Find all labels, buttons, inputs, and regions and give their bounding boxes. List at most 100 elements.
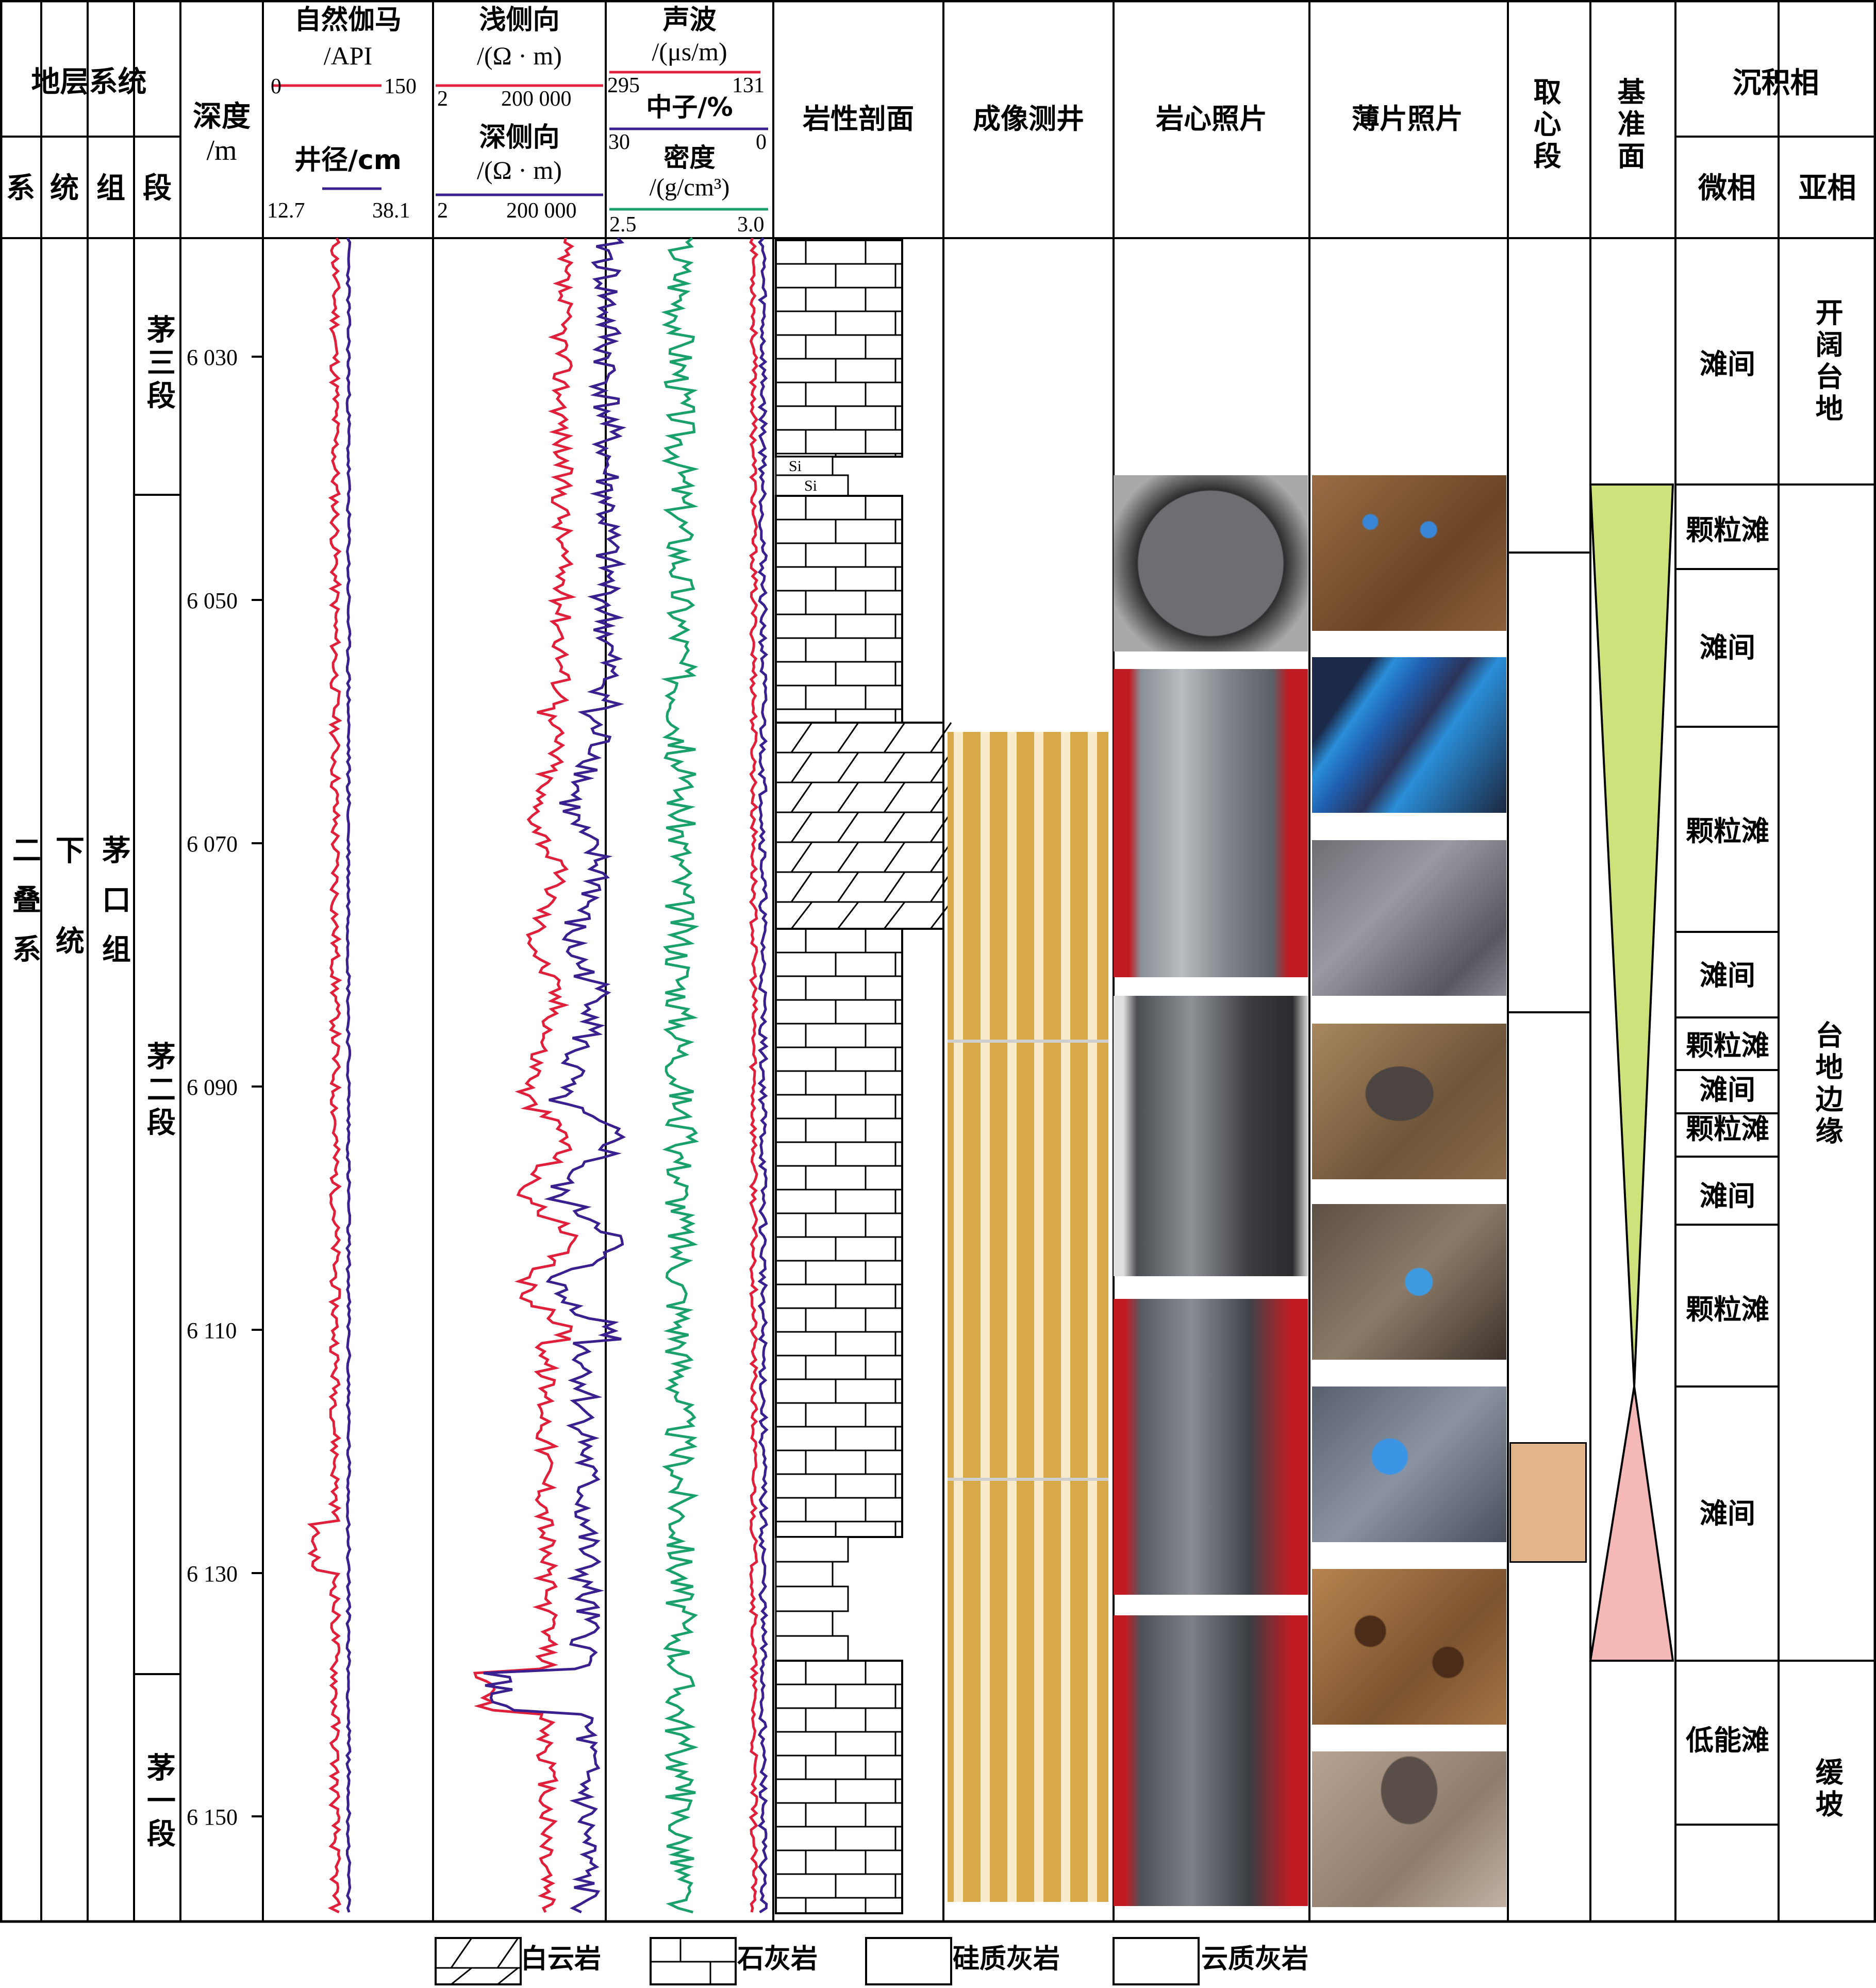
dolomite-line [790,812,813,843]
dolomite-line [450,1937,473,1968]
ac-title: 声波 [662,5,717,36]
dolomite-line [883,752,906,783]
micro-facies-label: 滩间 [1700,1497,1755,1530]
cnl-curve [757,237,769,1914]
dolomite-line [790,872,813,903]
dolomite-line [837,901,859,929]
siliceous-bed [775,1635,849,1662]
base-level-rise-triangle [1589,483,1674,1387]
gr-title: 自然伽马 [294,5,402,36]
cal-min: 12.7 [267,199,305,223]
gr-min: 0 [271,75,281,98]
dolomite-line [496,1937,519,1968]
thin-section-2 [1312,657,1506,813]
depth-tick: 6 150 [187,1805,238,1830]
siliceous-bed [775,1610,834,1637]
imaging-log [948,732,1108,1902]
ac-min: 295 [607,74,640,97]
legend-siliceous-box [865,1937,952,1985]
member-mao1: 茅一段 [142,1752,176,1851]
limestone-bed [775,928,903,1538]
den-unit: /(g/cm³) [649,174,730,201]
sub-col-member: 段 [143,172,172,205]
dolomite-line [883,872,906,903]
lls-max: 200 000 [501,87,572,111]
lithology-header: 岩性剖面 [803,103,914,135]
frame [0,0,1876,1923]
micro-facies-label: 滩间 [1700,348,1755,380]
member-mao2: 茅二段 [142,1041,176,1140]
micro-facies-label: 滩间 [1700,631,1755,664]
depth-tick: 6 070 [187,831,238,857]
core-photo-5 [1114,1615,1308,1906]
strat-system-value: 二叠系 [7,835,41,983]
dolomite-line [790,722,813,753]
micro-facies-label: 滩间 [1700,959,1755,992]
siliceous-bed [775,456,834,476]
lls-title: 浅侧向 [479,5,560,36]
imaging-stripe [1034,732,1043,1902]
depth-tick: 6 030 [187,345,238,370]
depth-tick: 6 110 [187,1318,237,1343]
imaging-stripe [1088,732,1097,1902]
sub-facies-header: 亚相 [1798,172,1856,205]
imaging-header: 成像测井 [973,103,1084,135]
sub-facies-label: 台地边缘 [1811,1021,1844,1148]
dolomite-line [790,752,813,783]
cnl-max: 0 [756,130,767,154]
depth-tick: 6 050 [187,588,238,613]
si-mark: Si [789,458,802,475]
den-max: 3.0 [737,213,765,237]
lls-unit: /(Ω · m) [477,41,562,70]
lld-curve [483,237,627,1914]
legend-dolomite-label: 白云岩 [521,1944,602,1975]
dolomite-line [790,842,813,873]
depth-tick: 6 090 [187,1075,238,1100]
micro-facies-label: 滩间 [1700,1180,1755,1212]
micro-facies-label: 滩间 [1700,1074,1755,1106]
legend-limestone-label: 石灰岩 [737,1944,818,1975]
gr-curve [307,237,342,1914]
den-title: 密度 [663,143,716,173]
dolomite-line [883,901,906,929]
dolomite-line [883,812,906,843]
dolomite-line [929,722,952,753]
thin-section-7 [1312,1569,1506,1725]
gr-unit: /API [323,41,373,70]
core-photo-1 [1114,475,1308,651]
member-mao3: 茅三段 [142,314,176,413]
strat-formation-value: 茅口组 [97,835,131,983]
limestone-bed [775,495,903,724]
dolomite-bed [775,722,944,930]
den-curve [661,237,700,1914]
thin-section-4 [1312,1024,1506,1179]
cal-title: 井径/cm [294,145,402,176]
base-level-fall-triangle [1589,1386,1674,1662]
ac-unit: /(μs/m) [652,37,727,66]
base-level-header: 基准面 [1613,77,1646,173]
depth-unit: /m [206,135,237,166]
imaging-stripe [954,732,963,1902]
lld-unit: /(Ω · m) [477,156,562,185]
thin-section-6 [1312,1386,1506,1542]
micro-facies-header: 微相 [1698,172,1756,205]
dolomite-line [837,812,859,843]
dolomite-line [837,752,859,783]
dolomite-line [883,842,906,873]
cnl-min: 30 [608,130,630,154]
ac-curve [749,237,759,1913]
strat-system-header: 地层系统 [31,65,147,99]
depth-tick: 6 130 [187,1561,238,1586]
depth-header: 深度 [193,100,251,133]
ac-max: 131 [732,74,765,97]
si-mark: Si [804,477,817,494]
dolomite-bed [435,1937,522,1985]
lls-curve [473,238,579,1913]
siliceous-bed [775,1585,849,1612]
micro-facies-label: 颗粒滩 [1686,1029,1769,1062]
legend-dolomitic-label: 云质灰岩 [1201,1944,1309,1975]
coring-interval [1509,1442,1587,1563]
sub-col-system: 系 [6,172,35,205]
micro-facies-label: 颗粒滩 [1686,815,1769,847]
micro-facies-label: 颗粒滩 [1686,514,1769,546]
